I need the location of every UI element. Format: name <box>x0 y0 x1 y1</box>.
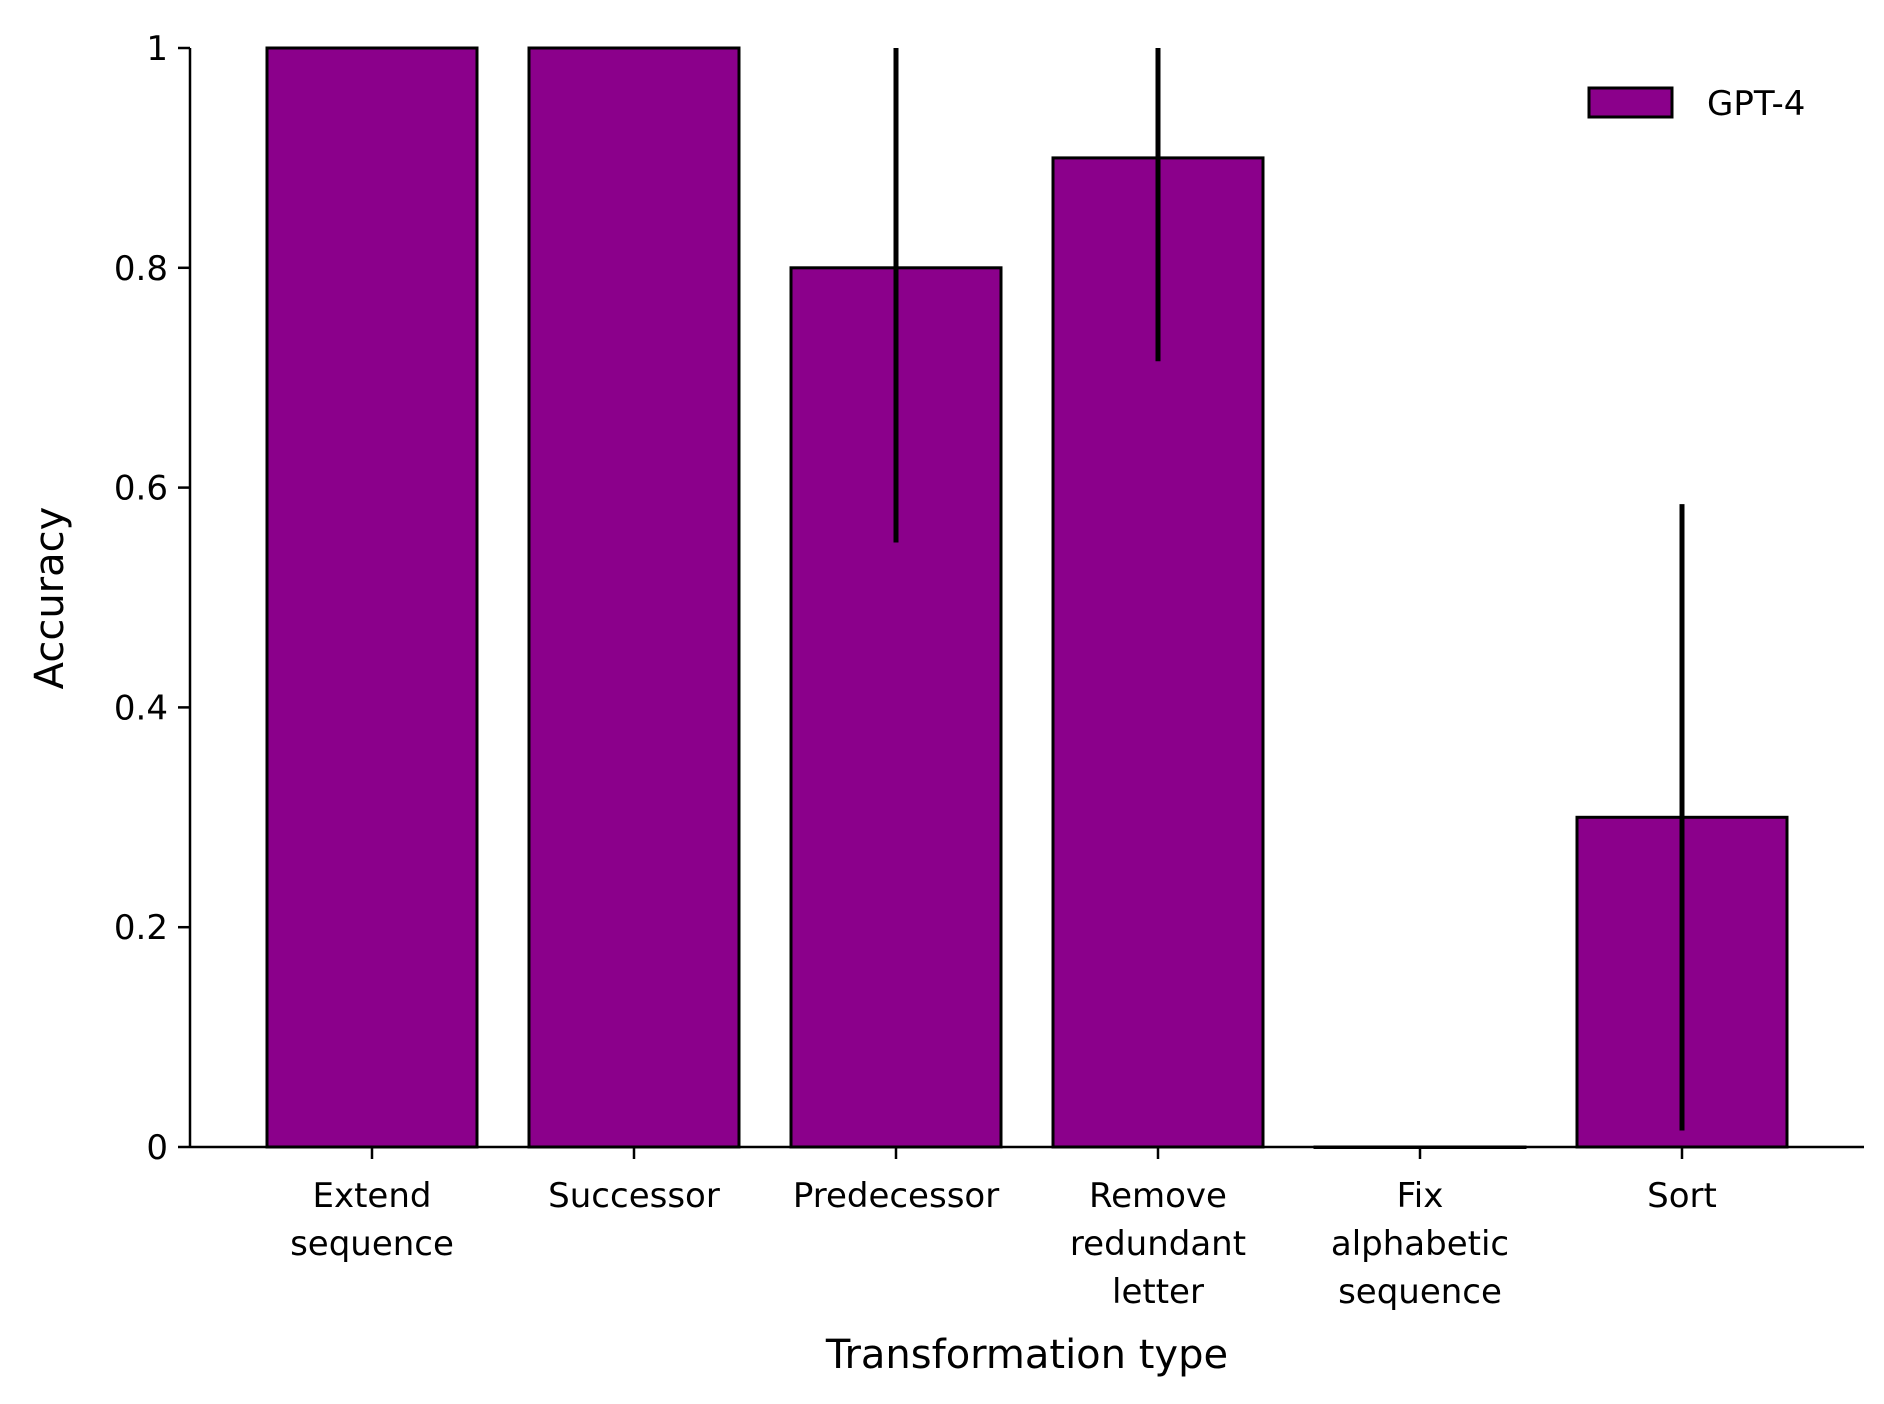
legend-label: GPT-4 <box>1707 84 1805 124</box>
x-axis-label: Transformation type <box>825 1332 1228 1378</box>
x-tick-label-line: alphabetic <box>1331 1224 1509 1264</box>
x-tick-label: Predecessor <box>793 1176 999 1216</box>
x-tick-label-line: sequence <box>290 1224 454 1264</box>
y-tick-label: 1 <box>146 29 168 69</box>
x-tick-label-line: Predecessor <box>793 1176 999 1216</box>
y-tick-label: 0.6 <box>114 469 168 509</box>
bar <box>265 46 479 1149</box>
x-tick-label: Remove redundant letter <box>1070 1176 1246 1312</box>
x-tick-label-line: Sort <box>1647 1176 1717 1216</box>
x-tick-label: Sort <box>1647 1176 1717 1216</box>
x-tick-label-line: letter <box>1112 1272 1204 1312</box>
x-tick-label: Successor <box>548 1176 720 1216</box>
y-tick-label: 0.2 <box>114 908 168 948</box>
x-tick-label-line: sequence <box>1338 1272 1502 1312</box>
legend: GPT-4 <box>1587 84 1805 124</box>
x-tick-label: Fix alphabetic sequence <box>1331 1176 1509 1312</box>
bar <box>527 46 741 1149</box>
y-axis-label: Accuracy <box>27 507 73 690</box>
y-tick-label: 0.4 <box>114 688 168 728</box>
x-tick-label-line: Fix <box>1397 1176 1444 1216</box>
x-tick-label: Extend sequence <box>290 1176 454 1264</box>
x-tick-label-line: redundant <box>1070 1224 1246 1264</box>
x-tick-label-line: Successor <box>548 1176 720 1216</box>
y-tick-label: 0.8 <box>114 249 168 289</box>
legend-swatch <box>1587 86 1674 119</box>
x-tick-label-line: Remove <box>1089 1176 1227 1216</box>
x-ticks: Extend sequence Successor Predecessor Remove… <box>290 1147 1717 1312</box>
bars-layer <box>265 46 1789 1149</box>
y-tick-label: 0 <box>146 1128 168 1168</box>
x-tick-label-line: Extend <box>313 1176 432 1216</box>
y-ticks: 0 0.2 0.4 0.6 0.8 1 <box>114 29 190 1168</box>
error-bars-layer <box>893 48 1685 1131</box>
